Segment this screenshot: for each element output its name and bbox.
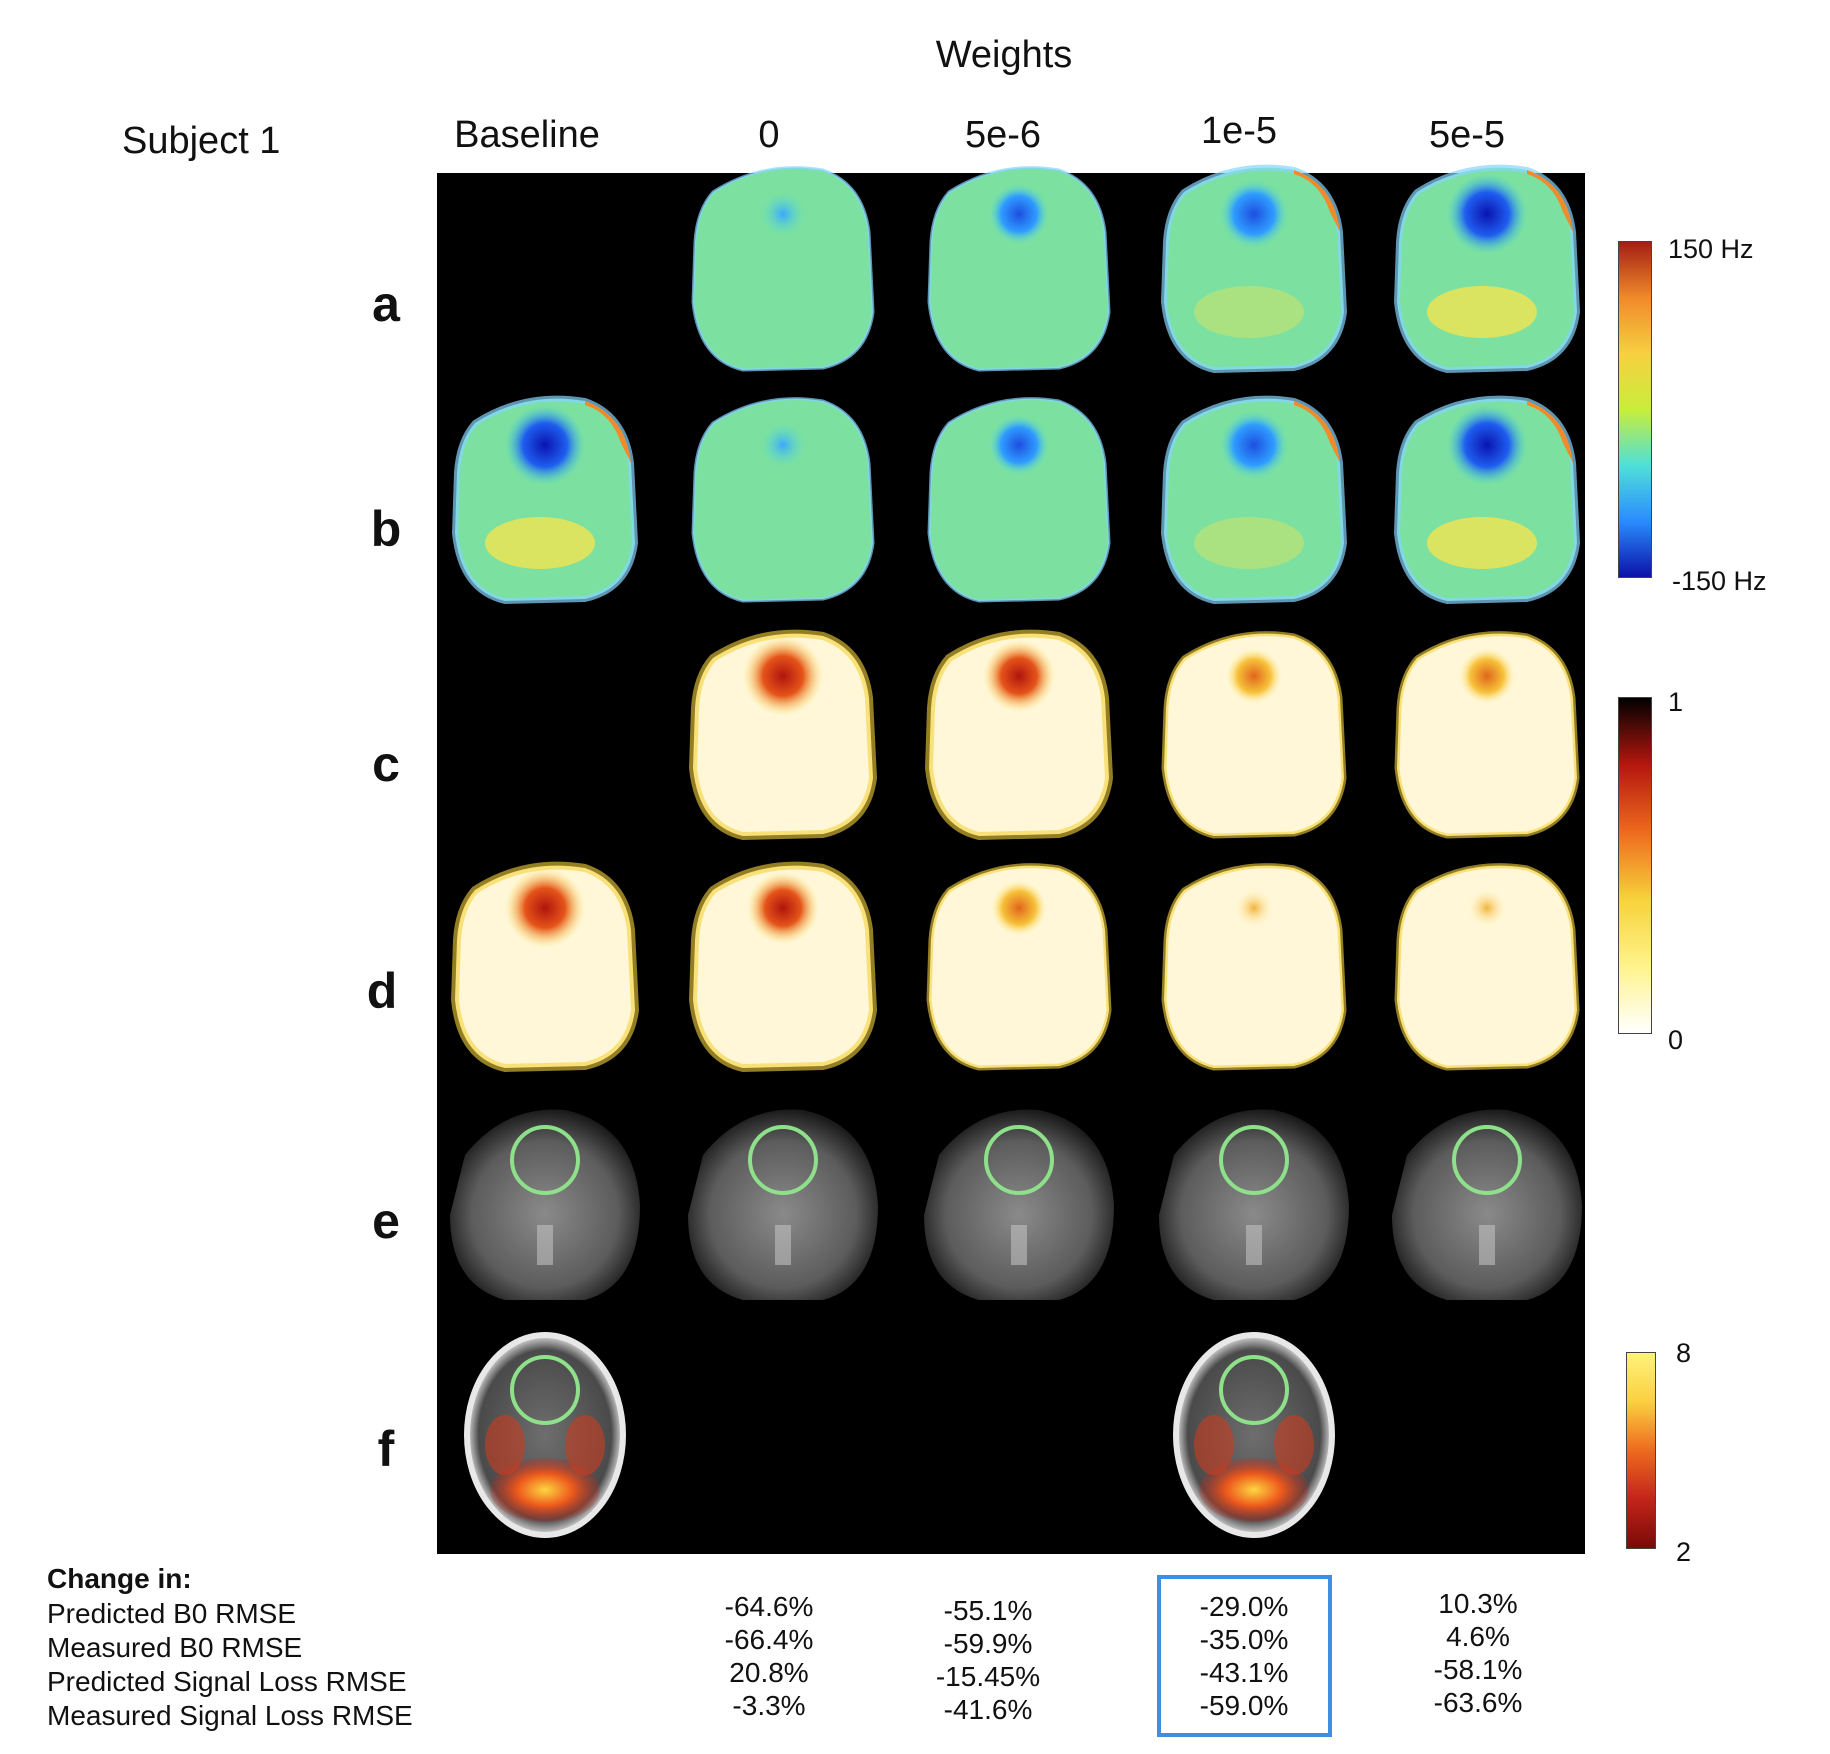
value-cell: -59.0%	[1199, 1690, 1289, 1721]
fieldmap-b-w5e-6	[927, 397, 1111, 603]
signal-loss-c-w5e-6	[924, 629, 1114, 841]
column-header-baseline: Baseline	[454, 114, 600, 156]
fieldmap-a-w1e-5	[1160, 164, 1348, 374]
b0-colorbar-max-label: 150 Hz	[1668, 234, 1754, 264]
values-weight-1e-5: -29.0% -35.0% -43.1% -59.0%	[1144, 1590, 1344, 1722]
epi-e-baseline	[450, 1109, 640, 1300]
fieldmap-b-baseline	[451, 395, 639, 605]
column-header-0: 0	[758, 114, 780, 156]
fieldmap-b-w5e-5	[1393, 395, 1581, 605]
activation-f-baseline	[464, 1332, 626, 1538]
values-weight-5e-6: -55.1% -59.9% -15.45% -41.6%	[888, 1594, 1088, 1726]
fieldmap-b-w1e-5	[1160, 395, 1348, 605]
row-label-d: d	[366, 963, 398, 1019]
subject-label: Subject 1	[122, 120, 281, 162]
value-cell: -35.0%	[1199, 1624, 1289, 1655]
activation-f-w1e-5	[1173, 1332, 1335, 1538]
value-cell: -55.1%	[943, 1595, 1033, 1626]
column-header-1e-5: 1e-5	[1200, 110, 1278, 152]
signal-loss-d-w1e-5	[1161, 863, 1347, 1071]
value-cell: -43.1%	[1199, 1657, 1289, 1688]
fieldmap-b-w0	[691, 397, 875, 603]
row-measured-b0-rmse: Measured B0 RMSE	[47, 1632, 303, 1663]
activation-colorbar-min-label: 2	[1676, 1537, 1692, 1567]
value-cell: -3.3%	[732, 1690, 806, 1721]
fieldmap-a-w5e-6	[927, 166, 1111, 372]
value-cell: 20.8%	[729, 1657, 809, 1688]
b0-colorbar	[1618, 241, 1652, 578]
epi-e-w1e-5	[1159, 1109, 1349, 1300]
signal-loss-colorbar-max-label: 1	[1668, 687, 1684, 717]
fieldmap-a-w0	[691, 166, 875, 372]
highlight-box	[1157, 1575, 1332, 1737]
signal-loss-c-w0	[688, 629, 878, 841]
signal-loss-d-w5e-5	[1394, 863, 1580, 1071]
signal-loss-colorbar-min-label: 0	[1668, 1025, 1684, 1055]
row-measured-signal-loss-rmse: Measured Signal Loss RMSE	[47, 1700, 413, 1731]
b0-colorbar-min-label: -150 Hz	[1672, 566, 1767, 596]
value-cell: -41.6%	[943, 1694, 1033, 1725]
signal-loss-c-w1e-5	[1161, 631, 1347, 839]
signal-loss-d-baseline	[450, 861, 640, 1073]
table-row-labels: Predicted B0 RMSE Measured B0 RMSE Predi…	[47, 1597, 413, 1733]
values-weight-0: -64.6% -66.4% 20.8% -3.3%	[669, 1590, 869, 1722]
column-header-5e-5: 5e-5	[1428, 114, 1506, 156]
value-cell: 10.3%	[1438, 1588, 1518, 1619]
row-predicted-signal-loss-rmse: Predicted Signal Loss RMSE	[47, 1666, 407, 1697]
value-cell: -64.6%	[724, 1591, 814, 1622]
signal-loss-d-w5e-6	[926, 863, 1112, 1071]
value-cell: -66.4%	[724, 1624, 814, 1655]
value-cell: -59.9%	[943, 1628, 1033, 1659]
value-cell: 4.6%	[1446, 1621, 1510, 1652]
signal-loss-colorbar	[1618, 697, 1652, 1034]
row-label-f: f	[377, 1421, 395, 1477]
figure-title: Weights	[935, 34, 1073, 76]
activation-colorbar	[1626, 1352, 1656, 1549]
row-label-c: c	[372, 736, 400, 792]
fieldmap-a-w5e-5	[1393, 164, 1581, 374]
activation-colorbar-max-label: 8	[1676, 1338, 1692, 1368]
value-cell: -29.0%	[1199, 1591, 1289, 1622]
value-cell: -63.6%	[1433, 1687, 1523, 1718]
signal-loss-c-w5e-5	[1394, 631, 1580, 839]
signal-loss-d-w0	[688, 861, 878, 1073]
row-label-b: b	[370, 501, 402, 557]
value-cell: -58.1%	[1433, 1654, 1523, 1685]
epi-e-w5e-6	[924, 1109, 1114, 1300]
column-header-5e-6: 5e-6	[964, 114, 1042, 156]
values-weight-5e-5: 10.3% 4.6% -58.1% -63.6%	[1378, 1587, 1578, 1719]
table-title: Change in:	[47, 1563, 192, 1594]
row-label-a: a	[372, 276, 400, 332]
epi-e-w0	[688, 1109, 878, 1300]
epi-e-w5e-5	[1392, 1109, 1582, 1300]
row-label-e: e	[372, 1193, 400, 1249]
row-predicted-b0-rmse: Predicted B0 RMSE	[47, 1598, 296, 1629]
value-cell: -15.45%	[935, 1661, 1041, 1692]
